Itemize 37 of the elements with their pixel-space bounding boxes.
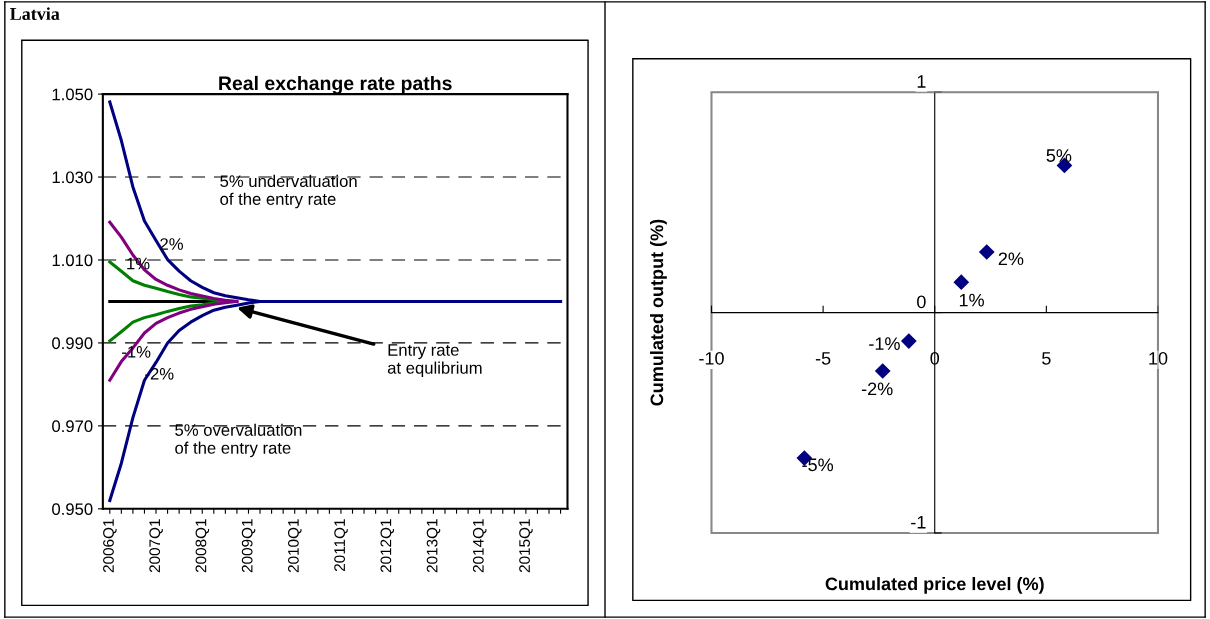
annotation: 5%	[1046, 149, 1072, 162]
x-tick-label: 2010Q1	[288, 519, 302, 573]
annotation: 2%	[998, 252, 1024, 266]
annotation: 2%	[160, 238, 183, 250]
annotation: 1%	[959, 293, 984, 307]
y-tick-label: 0.990	[52, 337, 93, 350]
x-tick-label: 2007Q1	[149, 519, 163, 573]
x-tick-label: 2008Q1	[195, 519, 210, 573]
x-tick-label: 2012Q1	[380, 519, 395, 573]
y-tick-label: 0.950	[52, 503, 93, 516]
x-tick-label: 2006Q1	[103, 519, 117, 573]
annotation: -5%	[802, 458, 834, 472]
x-tick-label: 2011Q1	[334, 519, 348, 572]
annotation: Entry rate at equlibrium	[387, 344, 482, 378]
x-tick-label: 2014Q1	[472, 519, 487, 573]
annotation: 5% overvaluation of the entry rate	[175, 423, 302, 458]
y-tick-label: 0	[917, 295, 926, 309]
x-axis-title: Cumulated price level (%)	[825, 577, 1044, 594]
y-tick-label: 0.970	[52, 420, 93, 433]
y-tick-label: 1	[917, 75, 926, 88]
y-tick-label: 1.030	[52, 171, 93, 184]
x-tick-label: -10	[699, 351, 724, 365]
x-tick-label: 10	[1149, 351, 1168, 365]
x-tick-label: 2013Q1	[426, 519, 441, 573]
annotation: -2%	[861, 382, 893, 396]
x-tick-label: 2009Q1	[241, 519, 256, 573]
x-tick-label: 5	[1042, 352, 1051, 365]
annotation: 5% undervaluation of the entry rate	[220, 174, 357, 209]
x-tick-label: 2015Q1	[519, 519, 533, 573]
y-tick-label: 1.050	[52, 88, 93, 101]
x-tick-label: -5	[815, 352, 831, 365]
y-axis-title: Cumulated output (%)	[650, 219, 667, 406]
chart-title: Real exchange rate paths	[219, 75, 452, 95]
text: Latvia	[9, 7, 60, 20]
annotation: -1%	[869, 337, 900, 350]
y-tick-label: 1.010	[52, 254, 93, 267]
y-tick-label: -1	[911, 515, 926, 529]
